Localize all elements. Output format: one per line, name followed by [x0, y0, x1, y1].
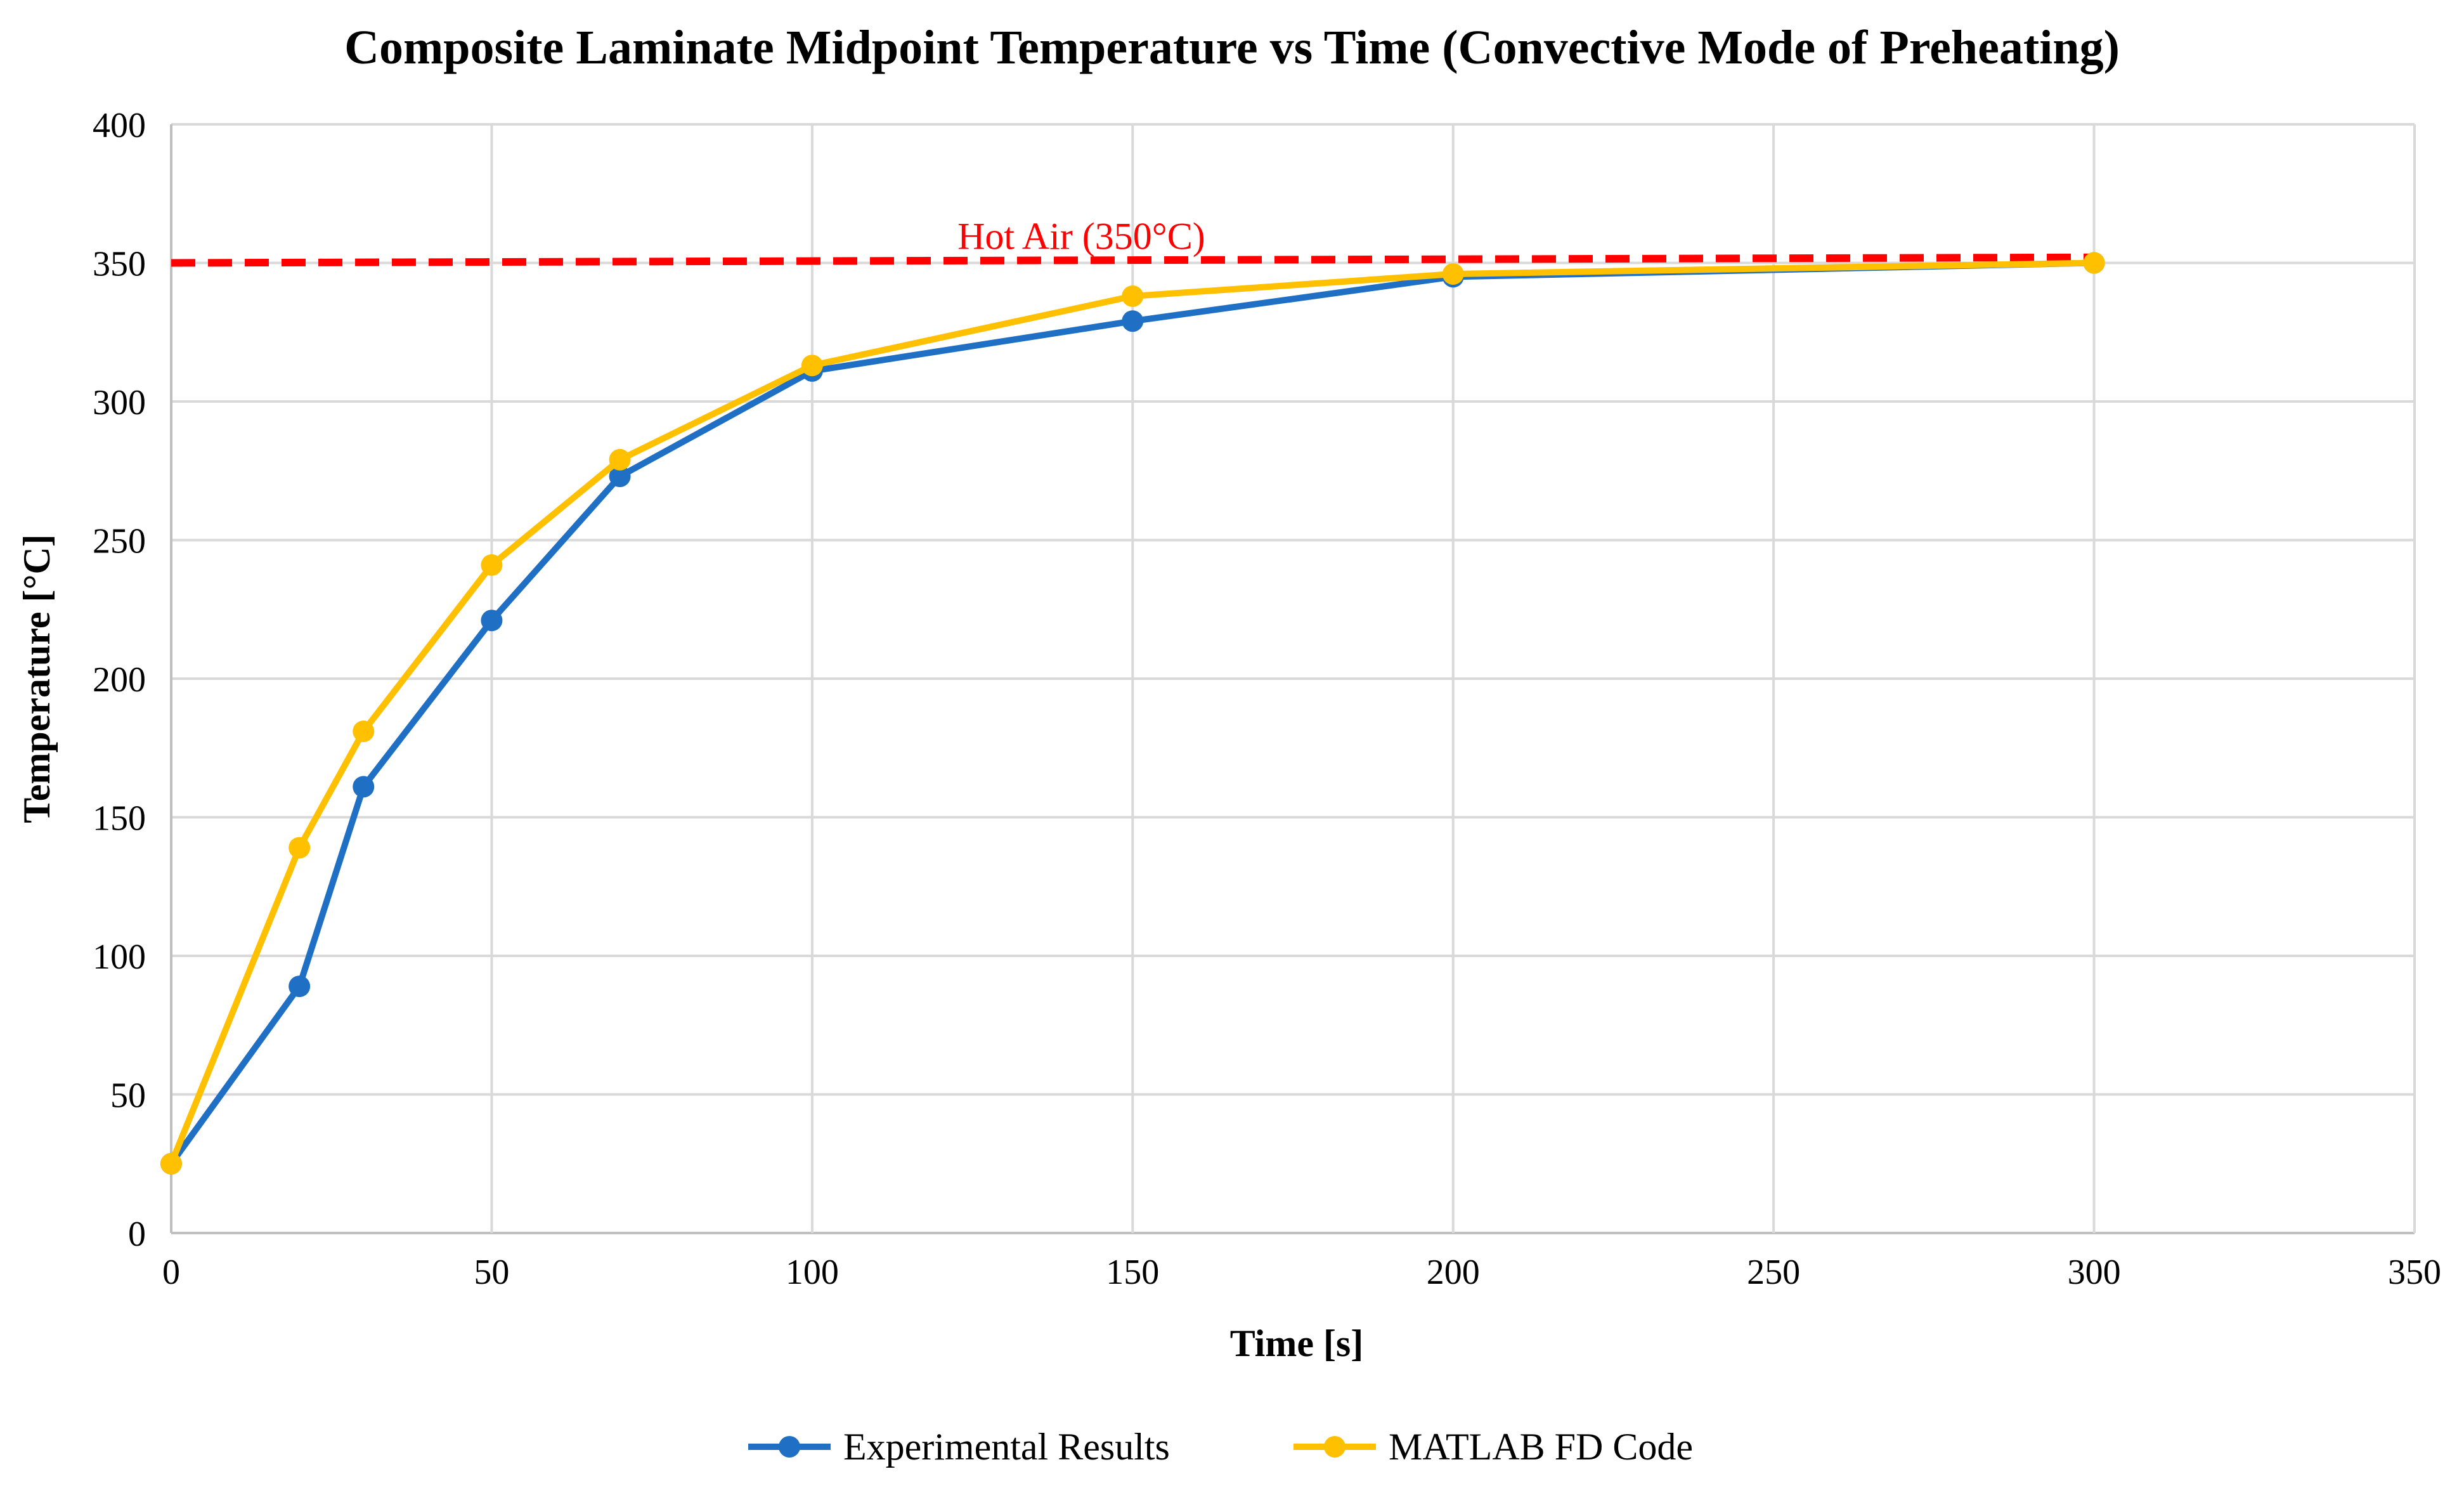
y-tick-label: 200	[93, 660, 146, 700]
y-tick-label: 350	[93, 245, 146, 284]
x-tick-label: 50	[474, 1253, 509, 1292]
x-tick-label: 0	[162, 1253, 180, 1292]
data-point-experimental-results	[289, 976, 311, 998]
legend-marker-matlab-fd-code	[1324, 1436, 1345, 1458]
x-tick-label: 250	[1747, 1253, 1800, 1292]
data-point-experimental-results	[1122, 310, 1144, 332]
data-point-matlab-fd-code	[289, 837, 311, 859]
chart-title: Composite Laminate Midpoint Temperature …	[344, 21, 2120, 74]
x-tick-label: 200	[1427, 1253, 1480, 1292]
data-point-matlab-fd-code	[353, 721, 375, 743]
x-tick-label: 300	[2068, 1253, 2121, 1292]
y-tick-label: 100	[93, 937, 146, 977]
y-axis-title: Temperature [°C]	[16, 534, 58, 823]
y-tick-label: 300	[93, 383, 146, 422]
y-tick-label: 50	[110, 1076, 146, 1116]
data-point-experimental-results	[353, 776, 375, 798]
data-point-matlab-fd-code	[609, 448, 631, 471]
data-point-matlab-fd-code	[2083, 252, 2105, 274]
x-tick-label: 150	[1106, 1253, 1159, 1292]
data-point-matlab-fd-code	[481, 554, 503, 576]
hot-air-label: Hot Air (350°C)	[957, 216, 1205, 258]
x-tick-label: 100	[786, 1253, 839, 1292]
x-tick-label: 350	[2388, 1253, 2441, 1292]
data-point-experimental-results	[609, 465, 631, 487]
hot-air-reference-line	[171, 253, 2094, 267]
data-point-experimental-results	[481, 610, 503, 632]
data-point-matlab-fd-code	[801, 355, 823, 377]
x-axis-title: Time [s]	[1230, 1322, 1364, 1364]
legend-label-matlab-fd-code: MATLAB FD Code	[1389, 1426, 1693, 1468]
y-tick-label: 250	[93, 522, 146, 561]
data-point-matlab-fd-code	[1122, 285, 1144, 307]
data-point-matlab-fd-code	[1442, 263, 1464, 285]
data-point-matlab-fd-code	[160, 1152, 182, 1175]
legend-marker-experimental-results	[779, 1436, 800, 1458]
y-tick-label: 400	[93, 106, 146, 145]
y-tick-label: 150	[93, 799, 146, 839]
legend-label-experimental-results: Experimental Results	[843, 1426, 1170, 1468]
y-tick-label: 0	[128, 1215, 146, 1254]
